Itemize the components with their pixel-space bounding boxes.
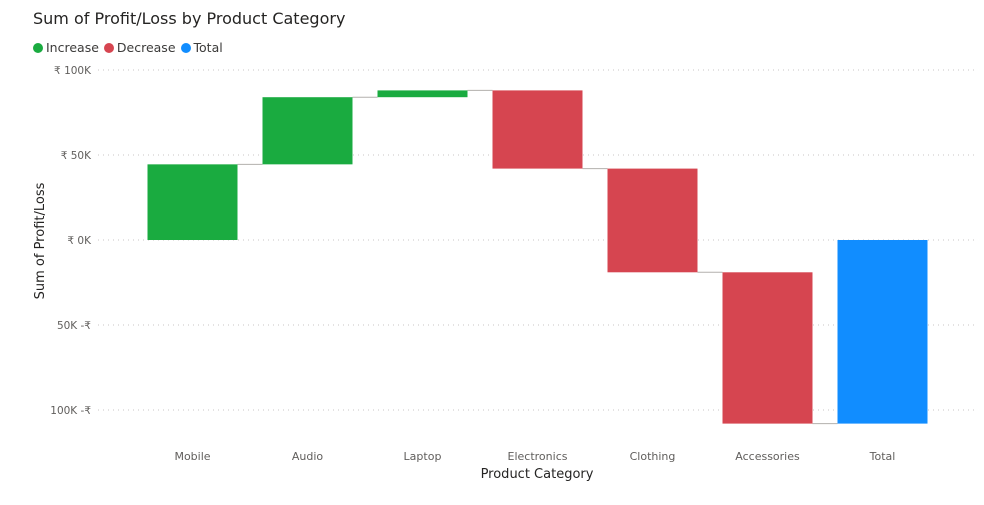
y-axis-ticks: ₹ 100K ₹ 50K ₹ 0K 50K -₹ 100K -₹ [50, 65, 92, 417]
x-tick-label: Electronics [508, 450, 568, 463]
x-axis-title: Product Category [481, 467, 594, 482]
x-axis-ticks: Mobile Audio Laptop Electronics Clothing Acce… [174, 450, 895, 463]
x-tick-label: Total [869, 450, 896, 463]
chart-title: Sum of Profit/Loss by Product Category [33, 9, 346, 28]
x-tick-label: Laptop [404, 450, 442, 463]
legend-item-decrease[interactable]: Decrease [103, 40, 176, 55]
legend-label-increase: Increase [46, 40, 99, 55]
bar-audio [262, 97, 353, 165]
bar-total [837, 240, 928, 424]
x-tick-label: Audio [292, 450, 324, 463]
y-tick-label: 50K -₹ [57, 320, 91, 332]
x-tick-label: Accessories [735, 450, 800, 463]
bar-accessories [722, 272, 813, 424]
legend-label-total: Total [193, 40, 223, 55]
legend-dot-increase [33, 42, 43, 53]
bar-clothing [607, 168, 698, 273]
bar-connectors [237, 89, 838, 425]
y-tick-label: ₹ 100K [54, 65, 92, 77]
y-tick-label: ₹ 50K [61, 150, 92, 162]
legend-item-increase[interactable]: Increase [33, 40, 99, 55]
x-tick-label: Mobile [174, 450, 210, 463]
y-tick-label: 100K -₹ [50, 405, 91, 417]
y-axis-title: Sum of Profit/Loss [33, 182, 48, 299]
bar-laptop [377, 90, 468, 98]
bar-mobile [147, 164, 238, 240]
legend-dot-decrease [103, 42, 114, 53]
legend: Increase Decrease Total [33, 40, 228, 55]
bars [147, 90, 928, 424]
legend-item-total[interactable]: Total [180, 40, 223, 55]
x-tick-label: Clothing [630, 450, 676, 463]
gridlines [98, 69, 975, 411]
y-tick-label: ₹ 0K [67, 235, 92, 247]
bar-electronics [492, 90, 583, 169]
legend-label-decrease: Decrease [116, 40, 176, 55]
legend-dot-total [180, 42, 191, 53]
